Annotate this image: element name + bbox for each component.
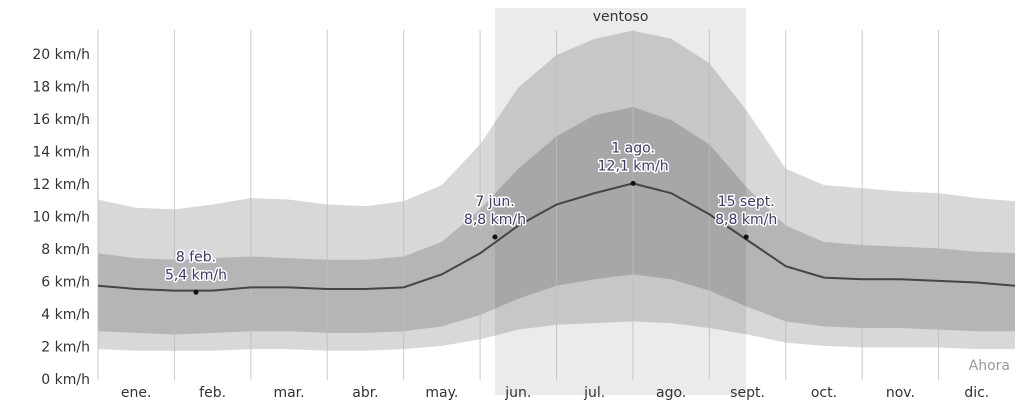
x-tick-label: ago. bbox=[656, 385, 686, 401]
y-tick-label: 4 km/h bbox=[41, 307, 90, 323]
annotation-value: 5,4 km/h bbox=[165, 267, 227, 283]
x-tick-label: oct. bbox=[811, 385, 837, 401]
x-tick-label: jun. bbox=[504, 385, 531, 401]
annotation-value: 8,8 km/h bbox=[464, 212, 526, 228]
x-tick-label: dic. bbox=[964, 385, 989, 401]
annotation-value: 8,8 km/h bbox=[715, 212, 777, 228]
y-tick-label: 12 km/h bbox=[32, 177, 90, 193]
annotation-date: 15 sept. bbox=[718, 194, 775, 210]
now-label: Ahora bbox=[969, 358, 1010, 374]
annotation-value: 12,1 km/h bbox=[598, 158, 669, 174]
y-tick-label: 20 km/h bbox=[32, 47, 90, 63]
annotation-date: 8 feb. bbox=[176, 249, 216, 265]
annotation-point bbox=[492, 234, 498, 240]
x-tick-label: abr. bbox=[352, 385, 378, 401]
annotation-point bbox=[743, 234, 749, 240]
y-tick-label: 10 km/h bbox=[32, 210, 90, 226]
annotation-point bbox=[630, 180, 636, 186]
annotation-date: 1 ago. bbox=[611, 140, 655, 156]
y-tick-label: 8 km/h bbox=[41, 242, 90, 258]
y-tick-label: 0 km/h bbox=[41, 372, 90, 388]
annotation-point bbox=[193, 289, 199, 295]
x-tick-label: nov. bbox=[886, 385, 915, 401]
x-tick-label: jul. bbox=[583, 385, 605, 401]
x-tick-label: may. bbox=[425, 385, 458, 401]
x-tick-label: mar. bbox=[273, 385, 304, 401]
x-tick-label: feb. bbox=[199, 385, 226, 401]
y-tick-label: 16 km/h bbox=[32, 112, 90, 128]
y-tick-label: 6 km/h bbox=[41, 275, 90, 291]
y-tick-label: 14 km/h bbox=[32, 145, 90, 161]
median-line bbox=[97, 182, 1015, 292]
y-tick-label: 2 km/h bbox=[41, 340, 90, 356]
x-tick-label: ene. bbox=[121, 385, 152, 401]
highlight-label: ventoso bbox=[593, 9, 649, 25]
annotation-date: 7 jun. bbox=[475, 194, 514, 210]
y-tick-label: 18 km/h bbox=[32, 80, 90, 96]
x-tick-label: sept. bbox=[730, 385, 765, 401]
